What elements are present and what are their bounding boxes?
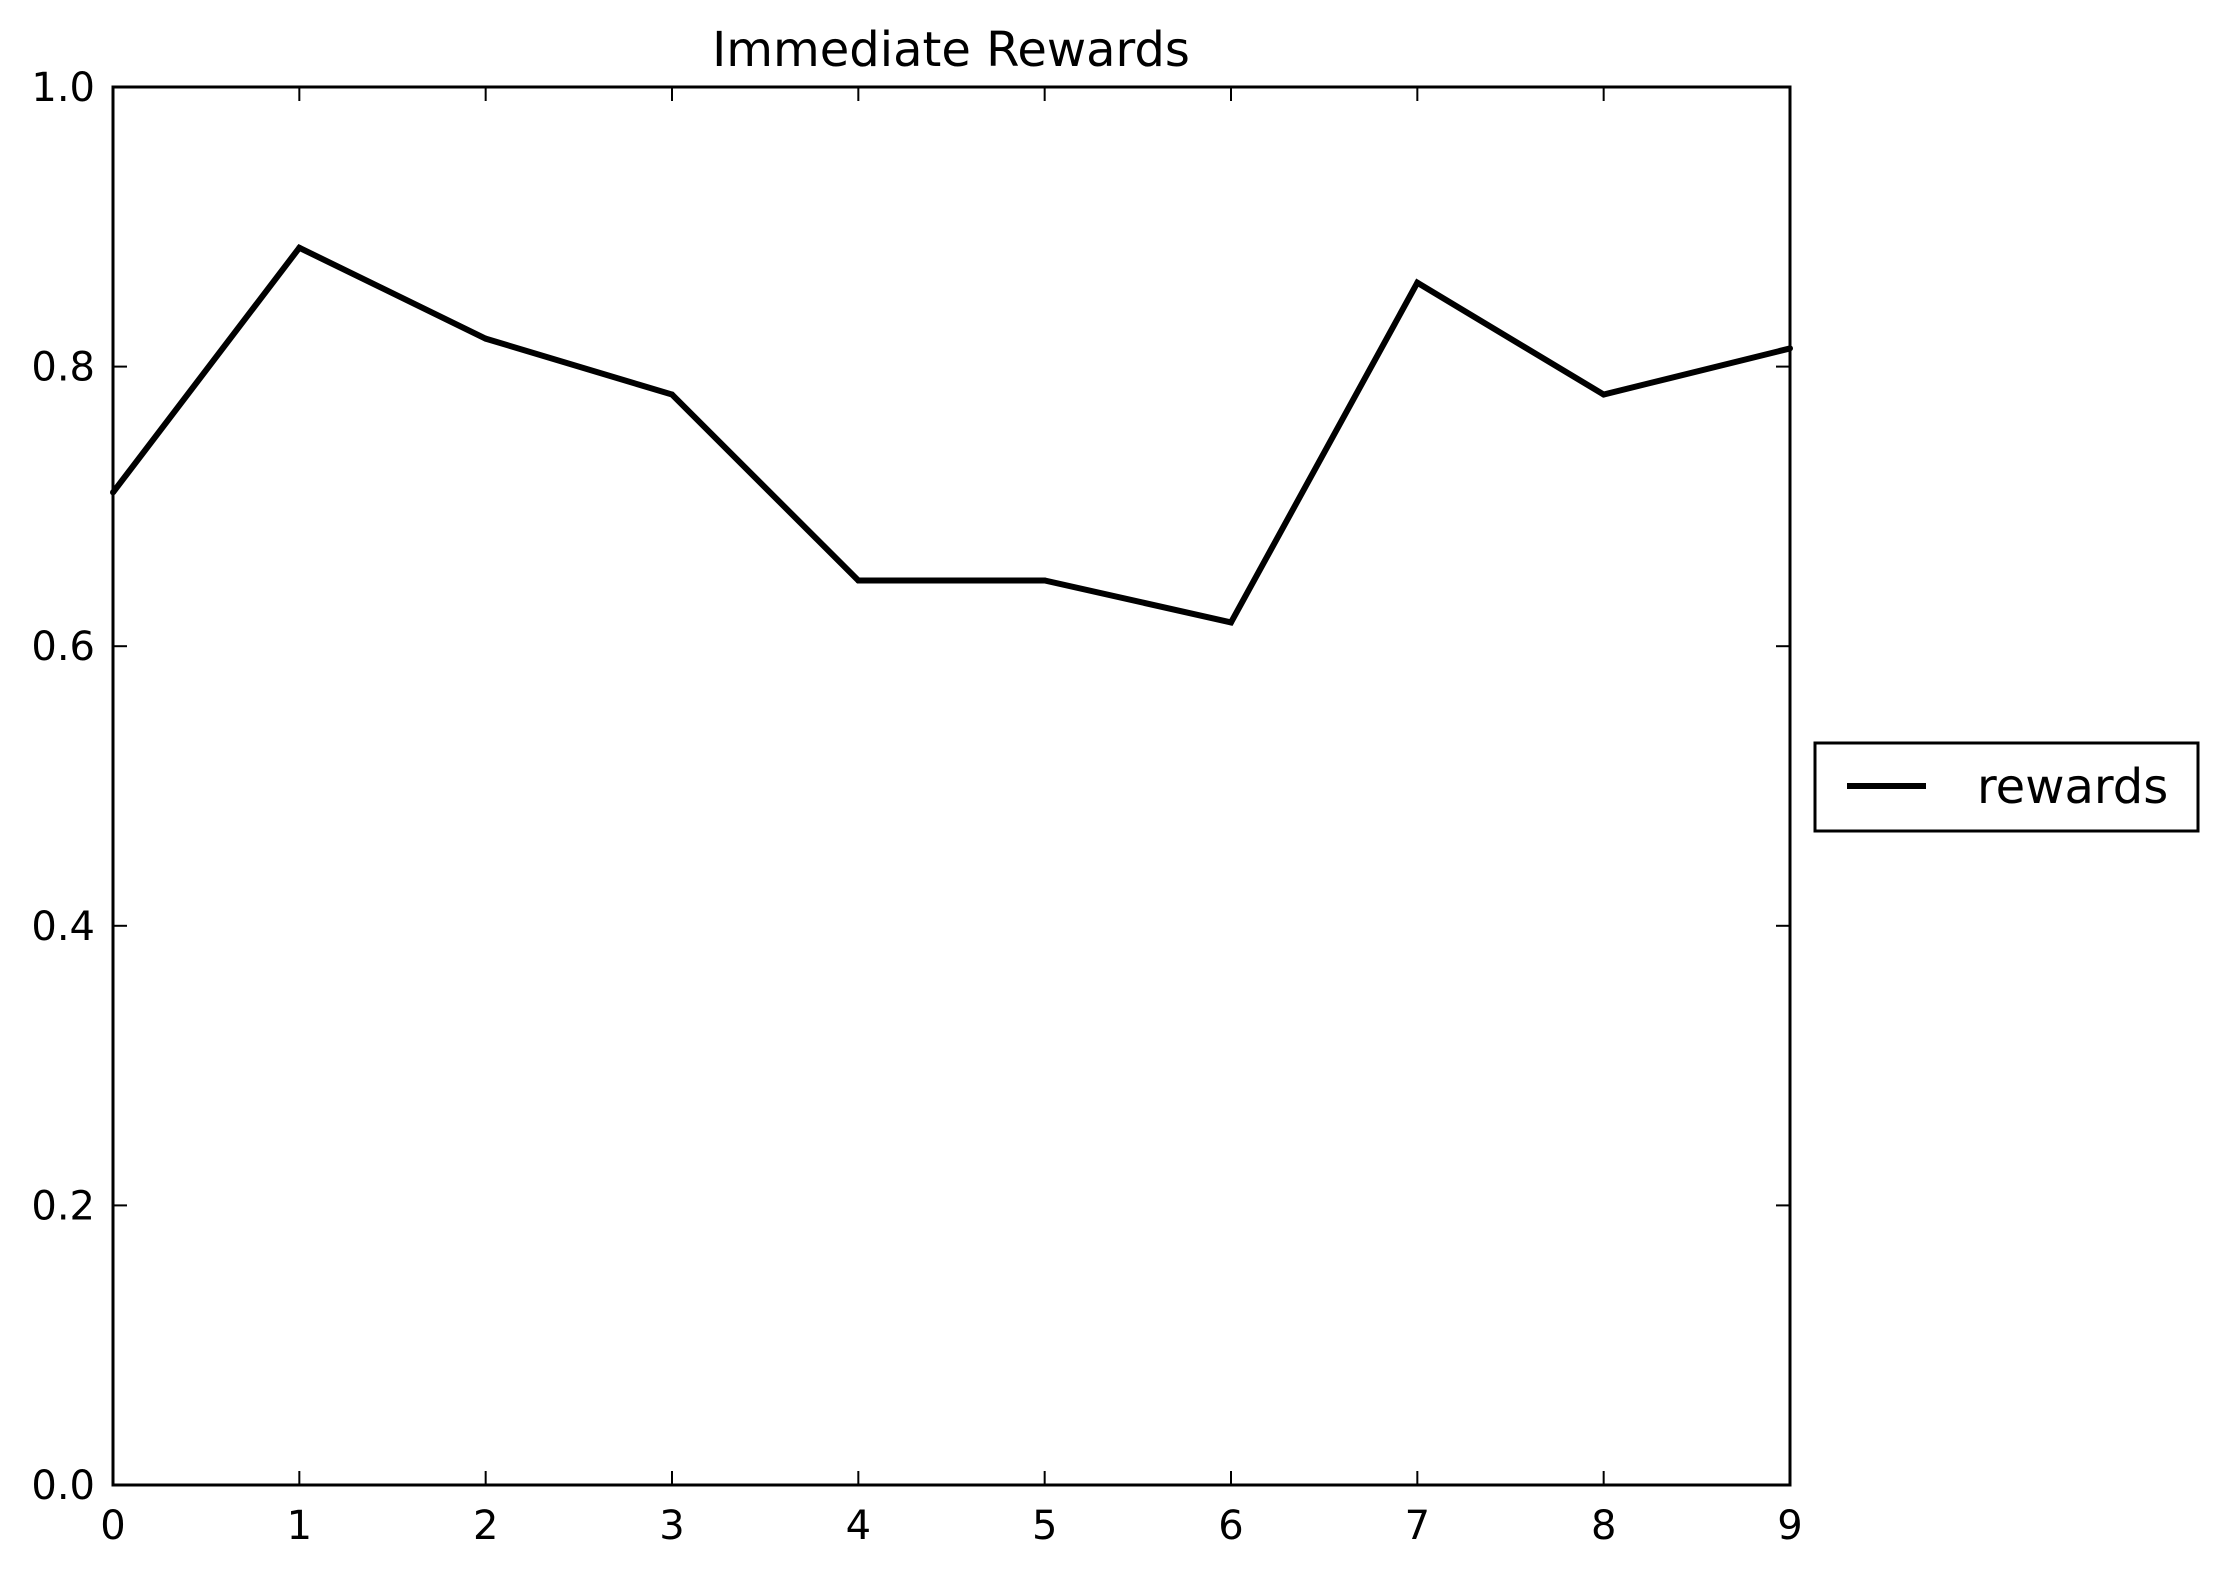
y-tick-label: 0.8	[31, 345, 95, 391]
y-tick-label: 0.6	[31, 624, 95, 670]
data-point	[1228, 619, 1234, 626]
data-point	[296, 244, 303, 251]
x-tick-label: 1	[287, 1503, 312, 1549]
legend: rewards	[1813, 741, 2200, 833]
data-point	[1414, 279, 1421, 286]
x-tick-label: 9	[1777, 1503, 1802, 1549]
y-tick-label: 0.0	[31, 1463, 95, 1509]
x-tick-label: 4	[846, 1503, 871, 1549]
x-tick-label: 5	[1032, 1503, 1057, 1549]
data-point	[482, 335, 489, 342]
chart-title: Immediate Rewards	[712, 22, 1190, 78]
series-line-rewards	[110, 243, 1791, 626]
x-tick-label: 8	[1591, 1503, 1616, 1549]
axis-tick-labels: 0 1 2 3 4 5 6 7 8 9 0.0 0.2 0.4 0.6 0.8 1.0	[31, 65, 1802, 1549]
data-point	[1600, 391, 1607, 398]
data-point	[855, 577, 862, 584]
y-tick-label: 0.4	[31, 904, 95, 950]
y-tick-label: 1.0	[31, 65, 95, 111]
data-point	[669, 391, 675, 398]
x-tick-label: 7	[1405, 1503, 1430, 1549]
x-tick-label: 3	[659, 1503, 684, 1549]
x-tick-label: 6	[1218, 1503, 1243, 1549]
x-tick-label: 2	[473, 1503, 498, 1549]
x-tick-label: 0	[100, 1503, 125, 1549]
data-point	[1041, 577, 1048, 584]
legend-label-rewards: rewards	[1977, 759, 2168, 815]
y-tick-label: 0.2	[31, 1183, 95, 1229]
plot-area-frame	[111, 85, 1792, 1487]
